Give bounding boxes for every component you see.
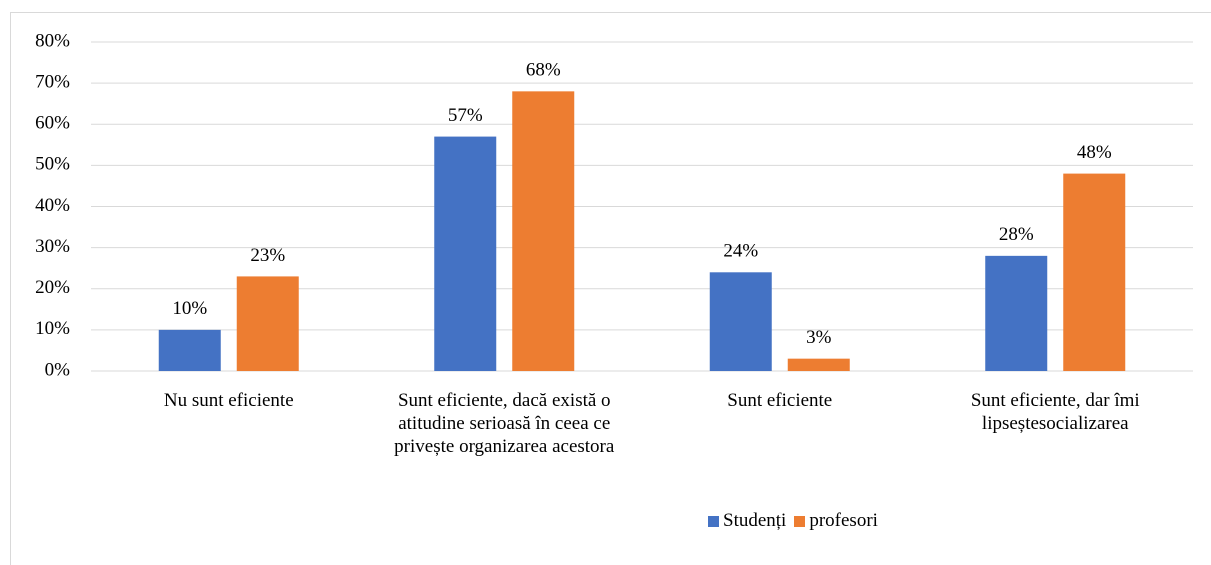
x-tick-label: Sunt eficiente, dacă există o atitudine … xyxy=(394,390,615,457)
data-label: 48% xyxy=(1077,142,1112,163)
bar xyxy=(985,255,1048,371)
legend-swatch xyxy=(708,515,719,527)
data-label: 28% xyxy=(999,224,1034,245)
bar xyxy=(1063,173,1126,371)
bar xyxy=(434,136,497,371)
y-tick-label: 30% xyxy=(35,236,70,257)
y-tick-label: 80% xyxy=(35,30,70,51)
y-tick-label: 60% xyxy=(35,113,70,134)
x-tick-label: Sunt eficiente xyxy=(727,390,833,411)
bar xyxy=(158,329,221,371)
data-label: 24% xyxy=(723,241,758,262)
legend-swatch xyxy=(794,515,806,527)
bar xyxy=(709,272,772,371)
data-label: 68% xyxy=(526,60,561,81)
y-tick-label: 10% xyxy=(35,318,70,339)
bar xyxy=(512,91,575,371)
data-label: 57% xyxy=(448,105,483,126)
data-label: 23% xyxy=(250,245,285,266)
bar xyxy=(236,276,299,371)
chart-frame xyxy=(10,12,1211,565)
legend: Studenți profesori xyxy=(700,510,878,532)
y-tick-label: 50% xyxy=(35,154,70,175)
y-tick-label: 40% xyxy=(35,195,70,216)
x-tick-label: Sunt eficiente, dar îmi lipseștesocializ… xyxy=(970,390,1140,434)
bar xyxy=(787,358,850,371)
data-label: 10% xyxy=(172,298,207,319)
y-tick-label: 0% xyxy=(45,359,71,380)
y-tick-label: 20% xyxy=(35,277,70,298)
data-label: 3% xyxy=(806,327,832,348)
y-tick-label: 70% xyxy=(35,71,70,92)
legend-label: Studenți xyxy=(723,510,787,531)
legend-label: profesori xyxy=(809,510,878,531)
x-tick-label: Nu sunt eficiente xyxy=(163,390,294,411)
